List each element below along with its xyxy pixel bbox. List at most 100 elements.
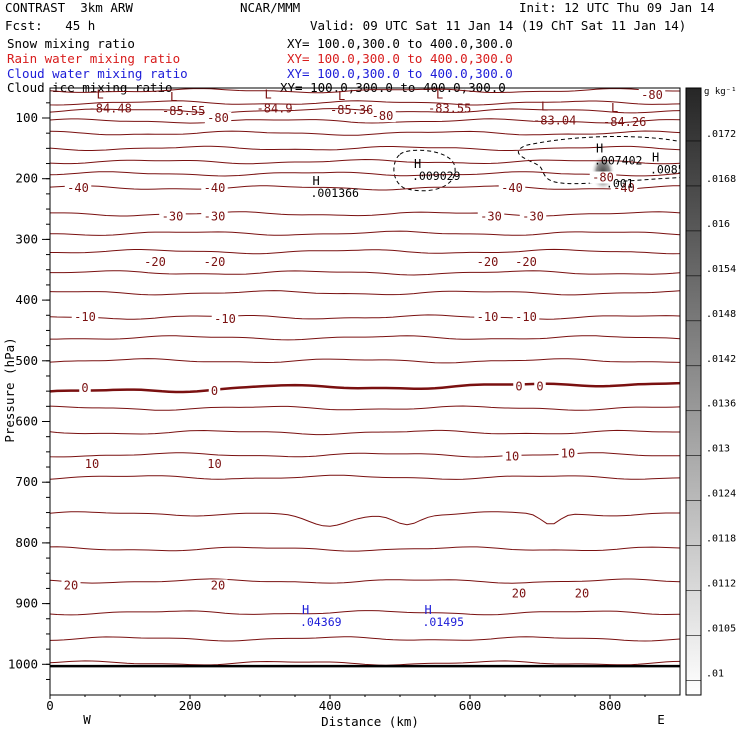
temperature-contour <box>50 335 680 341</box>
contour-label: -80 <box>207 111 229 125</box>
contour-label-bg <box>638 88 666 101</box>
contour-label: -10 <box>74 310 96 324</box>
contour-label-bg <box>512 311 540 324</box>
temperature-contour <box>50 88 680 94</box>
y-tick-label: 200 <box>15 171 38 186</box>
contour-label: 20 <box>512 586 526 600</box>
x-end-label-west: W <box>83 712 91 727</box>
color-bar-tick-label: .0168 <box>706 174 736 185</box>
contour-label-bg <box>477 210 505 223</box>
contour-label-bg <box>205 457 224 470</box>
contour-label: -80 <box>592 170 614 184</box>
temperature-contour <box>50 158 680 165</box>
contour-label-bg <box>211 312 239 325</box>
color-bar-tick-label: .0105 <box>706 624 736 635</box>
minimum-value: -83.04 <box>533 114 576 128</box>
maximum-value: .01495 <box>423 615 465 629</box>
field-xy-snow: XY= 100.0,300.0 to 400.0,300.0 <box>287 36 513 51</box>
y-tick-label: 600 <box>15 414 38 429</box>
temperature-contour <box>50 314 680 320</box>
contour-label-bg <box>64 181 92 194</box>
minimum-marker: L <box>265 88 272 102</box>
contour-label: -30 <box>162 209 184 223</box>
temperature-contour <box>50 610 680 616</box>
contour-label: 10 <box>561 447 575 461</box>
temperature-contour <box>50 358 680 364</box>
maximum-value: .009029 <box>412 169 461 183</box>
contour-label: 0 <box>515 379 522 393</box>
cloud-ice-contour <box>393 149 456 192</box>
contour-label: 10 <box>85 457 99 471</box>
color-bar-tick-label: .016 <box>706 219 730 230</box>
maximum-value: .04369 <box>300 615 342 629</box>
contour-label-bg <box>513 380 525 393</box>
contour-label-bg <box>589 171 617 184</box>
field-xy-rain: XY= 100.0,300.0 to 400.0,300.0 <box>287 51 513 66</box>
contour-label: 20 <box>211 578 225 592</box>
contour-label: -10 <box>214 312 236 326</box>
temperature-contour <box>50 660 680 666</box>
y-tick-label: 700 <box>15 474 38 489</box>
org-title: NCAR/MMM <box>240 0 301 15</box>
contour-label-bg <box>159 210 186 223</box>
temperature-contour <box>50 185 680 191</box>
contour-label: -20 <box>477 255 499 269</box>
color-bar-tick-label: .0136 <box>706 399 736 410</box>
maximum-marker: H <box>425 603 432 617</box>
temperature-contour <box>50 381 680 394</box>
y-tick-label: 500 <box>15 353 38 368</box>
minimum-marker: L <box>170 90 177 104</box>
color-bar-tick-label: .0118 <box>706 534 736 545</box>
temperature-contour <box>50 578 680 584</box>
minimum-value: -84.26 <box>603 115 646 129</box>
temperature-contour <box>50 118 680 124</box>
field-name-snow: Snow mixing ratio <box>7 36 135 51</box>
x-tick-label: 200 <box>179 698 202 713</box>
contour-label: -40 <box>613 181 635 195</box>
contour-label: 0 <box>536 379 543 393</box>
x-end-label-east: E <box>657 712 665 727</box>
contour-label: -30 <box>522 209 544 223</box>
x-tick-label: 600 <box>459 698 482 713</box>
contour-label-bg <box>512 255 540 268</box>
contour-label-bg <box>509 587 529 600</box>
contour-label-bg <box>204 112 232 124</box>
temperature-contour <box>50 248 680 255</box>
x-tick-label: 800 <box>599 698 622 713</box>
contour-label-bg <box>498 181 526 194</box>
temperature-contour <box>50 108 680 114</box>
contour-label: -20 <box>515 255 537 269</box>
contour-label-bg <box>502 450 522 463</box>
contour-label-bg <box>141 255 169 268</box>
temperature-contour <box>50 130 680 136</box>
contour-label: 20 <box>64 578 78 592</box>
temperature-contour <box>50 546 680 552</box>
maximum-marker: H <box>652 151 659 165</box>
contour-label-bg <box>82 457 102 470</box>
maximum-marker: H <box>302 603 309 617</box>
temperature-contour <box>50 511 680 527</box>
contour-label: 0 <box>81 381 88 395</box>
contour-label: -30 <box>480 209 502 223</box>
minimum-marker: L <box>541 100 548 114</box>
minimum-value: -83.55 <box>428 102 471 116</box>
temperature-contour <box>50 405 680 411</box>
minimum-value: -85.36 <box>330 103 373 117</box>
forecast-hour: Fcst: 45 h <box>5 18 96 33</box>
contour-label-bg <box>519 210 547 223</box>
contour-label-bg <box>79 382 91 395</box>
contour-label: 10 <box>207 457 221 471</box>
minimum-marker: L <box>436 88 443 102</box>
temperature-contour <box>50 636 680 642</box>
color-bar-tick-label: .0142 <box>706 354 736 365</box>
contour-label-bg <box>558 447 578 460</box>
field-name-rain: Rain water mixing ratio <box>7 51 181 66</box>
plot-area: -40 -40 -40 -40 -30 -30 -30 -30 -20 -20 -20 -20 -10 -… <box>50 88 680 668</box>
valid-time: Valid: 09 UTC Sat 11 Jan 14 (19 ChT Sat … <box>310 18 687 33</box>
minimum-value: -84.9 <box>257 102 293 116</box>
contour-label: -80 <box>641 88 663 102</box>
contour-label-bg <box>208 579 228 592</box>
maximum-marker: H <box>414 157 421 171</box>
contour-label-bg <box>534 380 546 393</box>
